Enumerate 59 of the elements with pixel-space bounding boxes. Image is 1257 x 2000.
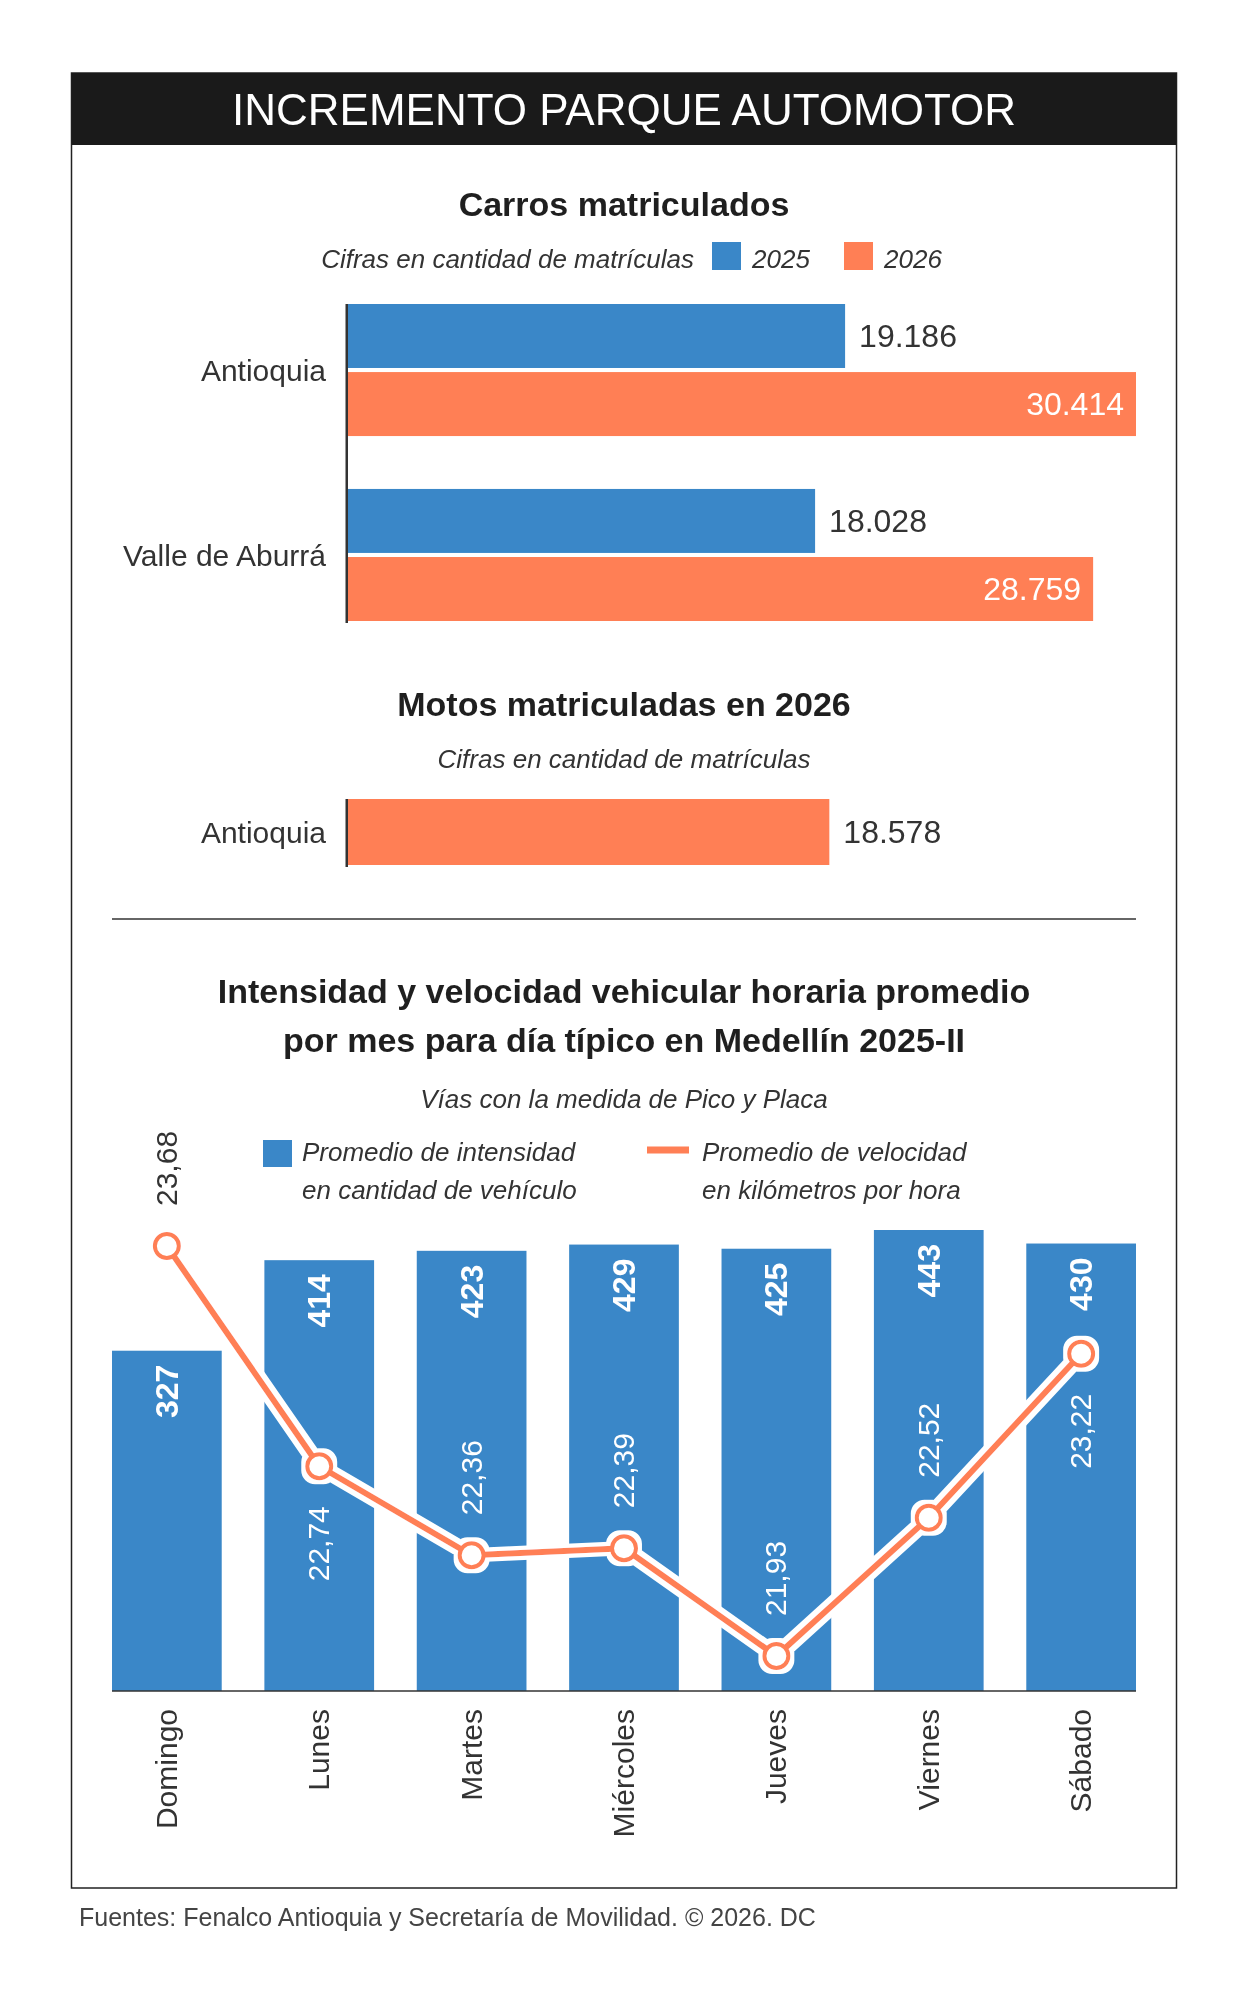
data-label: 22,52 <box>911 1402 945 1478</box>
data-label: 18.578 <box>843 814 942 850</box>
legend-label: Promedio de velocidad en kilómetros por hora <box>702 1137 969 1205</box>
legend-label: 2026 <box>883 244 943 274</box>
point <box>152 1232 181 1260</box>
bar <box>348 304 846 368</box>
data-label: 22,39 <box>607 1433 640 1509</box>
data-label: 23,68 <box>149 1130 183 1206</box>
y-tick-label: Antioquia <box>200 354 327 388</box>
chart-title: Motos matriculadas en 2026 <box>397 685 851 723</box>
bar <box>348 557 1094 621</box>
point <box>305 1452 334 1481</box>
data-label: 21,93 <box>759 1540 793 1616</box>
bar <box>569 1244 679 1691</box>
x-tick-label: Viernes <box>911 1709 945 1811</box>
x-tick-label: Martes <box>454 1709 488 1801</box>
data-label: 443 <box>910 1244 947 1298</box>
chart-subtitle: Vías con la medida de Pico y Placa <box>420 1084 828 1114</box>
data-label: 423 <box>453 1264 490 1319</box>
bar <box>1026 1243 1136 1691</box>
x-tick-label: Lunes <box>302 1709 336 1791</box>
bar <box>348 488 816 553</box>
chart-subtitle: Cifras en cantidad de matrículas <box>321 244 694 274</box>
bar <box>873 1230 984 1691</box>
point <box>914 1503 943 1532</box>
source-note: Fuentes: Fenalco Antioquia y Secretaría de Movilidad. © 2026. DC <box>79 1903 816 1931</box>
bar <box>112 1350 222 1691</box>
y-tick-label: Antioquia <box>200 816 327 849</box>
x-tick-label: Domingo <box>149 1709 183 1830</box>
bar <box>348 372 1136 437</box>
data-label: 429 <box>606 1258 642 1312</box>
data-label: 18.028 <box>829 502 927 539</box>
bar <box>416 1250 527 1691</box>
point <box>762 1642 791 1670</box>
point <box>610 1534 638 1563</box>
point <box>1067 1339 1096 1368</box>
legend-label: Promedio de intensidad en cantidad de vehículo <box>302 1137 577 1205</box>
data-label: 414 <box>301 1273 338 1328</box>
x-tick-label: Sábado <box>1064 1709 1098 1813</box>
point <box>457 1541 486 1570</box>
chart-title: Carros matriculados <box>458 185 790 223</box>
bar <box>721 1248 832 1691</box>
data-label: 22,74 <box>302 1506 336 1582</box>
data-label: 425 <box>758 1262 795 1317</box>
y-tick-label: Valle de Aburrá <box>123 538 327 572</box>
data-label: 23,22 <box>1064 1393 1098 1469</box>
x-tick-label: Miércoles <box>607 1709 640 1838</box>
x-tick-label: Jueves <box>759 1709 793 1805</box>
data-label: 327 <box>148 1364 185 1419</box>
data-label: 430 <box>1063 1257 1100 1311</box>
text: INCREMENTO PARQUE AUTOMOTOR <box>232 85 1016 134</box>
data-label: 19.186 <box>859 317 957 354</box>
chart-subtitle: Cifras en cantidad de matrículas <box>437 744 811 774</box>
legend-label: 2025 <box>751 244 811 274</box>
chart-title: Intensidad y velocidad vehicular horaria promedio por mes para día típico en Medellín 2025-II <box>217 972 1031 1059</box>
data-label: 30.414 <box>1026 386 1124 423</box>
data-label: 22,36 <box>454 1440 488 1516</box>
bar <box>264 1260 375 1691</box>
data-label: 28.759 <box>983 571 1082 608</box>
